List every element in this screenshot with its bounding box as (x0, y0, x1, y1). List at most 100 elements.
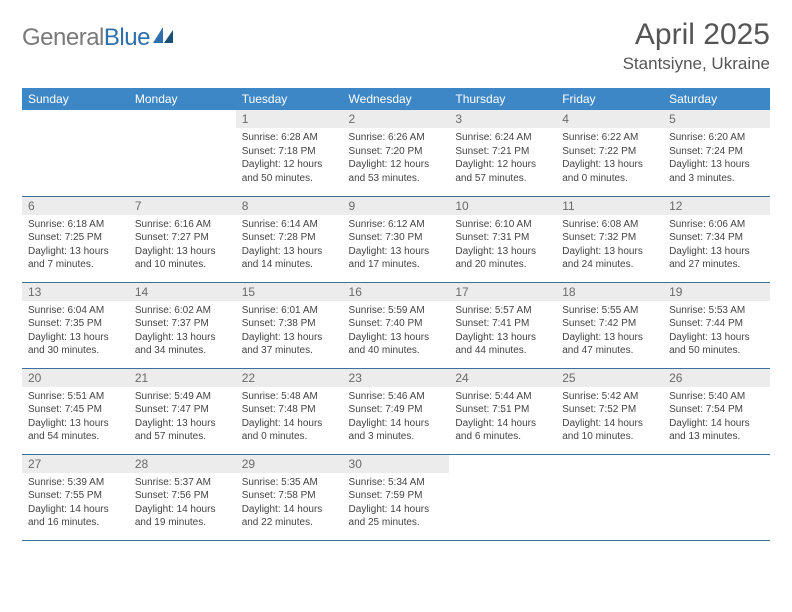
daylight-line: Daylight: 14 hours and 25 minutes. (349, 503, 444, 530)
daylight-line: Daylight: 13 hours and 27 minutes. (669, 245, 764, 272)
daylight-line: Daylight: 14 hours and 22 minutes. (242, 503, 337, 530)
sunrise-line: Sunrise: 6:10 AM (455, 218, 550, 232)
sunrise-line: Sunrise: 6:18 AM (28, 218, 123, 232)
day-details: Sunrise: 5:59 AMSunset: 7:40 PMDaylight:… (343, 301, 450, 362)
calendar-day-cell: 28Sunrise: 5:37 AMSunset: 7:56 PMDayligh… (129, 454, 236, 540)
sunset-line: Sunset: 7:49 PM (349, 403, 444, 417)
day-number: 16 (343, 283, 450, 301)
calendar-day-cell: 10Sunrise: 6:10 AMSunset: 7:31 PMDayligh… (449, 196, 556, 282)
day-details: Sunrise: 6:24 AMSunset: 7:21 PMDaylight:… (449, 128, 556, 189)
day-details: Sunrise: 6:18 AMSunset: 7:25 PMDaylight:… (22, 215, 129, 276)
logo: GeneralBlue (22, 24, 175, 52)
sunset-line: Sunset: 7:44 PM (669, 317, 764, 331)
day-details: Sunrise: 6:26 AMSunset: 7:20 PMDaylight:… (343, 128, 450, 189)
calendar-day-cell: 26Sunrise: 5:40 AMSunset: 7:54 PMDayligh… (663, 368, 770, 454)
day-details: Sunrise: 6:10 AMSunset: 7:31 PMDaylight:… (449, 215, 556, 276)
calendar-day-cell: 6Sunrise: 6:18 AMSunset: 7:25 PMDaylight… (22, 196, 129, 282)
weekday-header: Thursday (449, 88, 556, 110)
daylight-line: Daylight: 13 hours and 20 minutes. (455, 245, 550, 272)
calendar-day-cell (449, 454, 556, 540)
day-details: Sunrise: 5:39 AMSunset: 7:55 PMDaylight:… (22, 473, 129, 534)
day-number: 25 (556, 369, 663, 387)
sunrise-line: Sunrise: 5:51 AM (28, 390, 123, 404)
daylight-line: Daylight: 13 hours and 57 minutes. (135, 417, 230, 444)
calendar-header-row: SundayMondayTuesdayWednesdayThursdayFrid… (22, 88, 770, 110)
sunrise-line: Sunrise: 5:35 AM (242, 476, 337, 490)
day-number: 8 (236, 197, 343, 215)
day-details: Sunrise: 6:22 AMSunset: 7:22 PMDaylight:… (556, 128, 663, 189)
sunrise-line: Sunrise: 5:37 AM (135, 476, 230, 490)
calendar-day-cell: 24Sunrise: 5:44 AMSunset: 7:51 PMDayligh… (449, 368, 556, 454)
daylight-line: Daylight: 14 hours and 0 minutes. (242, 417, 337, 444)
sunrise-line: Sunrise: 6:01 AM (242, 304, 337, 318)
calendar-day-cell (556, 454, 663, 540)
day-details: Sunrise: 6:20 AMSunset: 7:24 PMDaylight:… (663, 128, 770, 189)
day-number: 22 (236, 369, 343, 387)
sunrise-line: Sunrise: 6:08 AM (562, 218, 657, 232)
day-number: 4 (556, 110, 663, 128)
daylight-line: Daylight: 13 hours and 3 minutes. (669, 158, 764, 185)
day-number: 12 (663, 197, 770, 215)
day-details: Sunrise: 6:28 AMSunset: 7:18 PMDaylight:… (236, 128, 343, 189)
calendar-day-cell: 19Sunrise: 5:53 AMSunset: 7:44 PMDayligh… (663, 282, 770, 368)
day-number: 2 (343, 110, 450, 128)
calendar-week-row: 1Sunrise: 6:28 AMSunset: 7:18 PMDaylight… (22, 110, 770, 196)
day-number: 28 (129, 455, 236, 473)
day-number: 5 (663, 110, 770, 128)
calendar-week-row: 13Sunrise: 6:04 AMSunset: 7:35 PMDayligh… (22, 282, 770, 368)
day-number: 10 (449, 197, 556, 215)
day-number: 11 (556, 197, 663, 215)
daylight-line: Daylight: 13 hours and 17 minutes. (349, 245, 444, 272)
sunset-line: Sunset: 7:25 PM (28, 231, 123, 245)
day-details: Sunrise: 6:14 AMSunset: 7:28 PMDaylight:… (236, 215, 343, 276)
sunset-line: Sunset: 7:21 PM (455, 145, 550, 159)
day-number: 24 (449, 369, 556, 387)
daylight-line: Daylight: 14 hours and 10 minutes. (562, 417, 657, 444)
logo-part2: Blue (104, 24, 150, 51)
day-details: Sunrise: 5:42 AMSunset: 7:52 PMDaylight:… (556, 387, 663, 448)
weekday-header: Saturday (663, 88, 770, 110)
sunrise-line: Sunrise: 6:02 AM (135, 304, 230, 318)
daylight-line: Daylight: 14 hours and 16 minutes. (28, 503, 123, 530)
daylight-line: Daylight: 13 hours and 7 minutes. (28, 245, 123, 272)
day-details: Sunrise: 5:37 AMSunset: 7:56 PMDaylight:… (129, 473, 236, 534)
day-details: Sunrise: 5:55 AMSunset: 7:42 PMDaylight:… (556, 301, 663, 362)
sunrise-line: Sunrise: 5:49 AM (135, 390, 230, 404)
day-details: Sunrise: 5:44 AMSunset: 7:51 PMDaylight:… (449, 387, 556, 448)
sunset-line: Sunset: 7:56 PM (135, 489, 230, 503)
day-details: Sunrise: 6:06 AMSunset: 7:34 PMDaylight:… (663, 215, 770, 276)
sunset-line: Sunset: 7:32 PM (562, 231, 657, 245)
calendar-day-cell: 20Sunrise: 5:51 AMSunset: 7:45 PMDayligh… (22, 368, 129, 454)
sunset-line: Sunset: 7:30 PM (349, 231, 444, 245)
sunrise-line: Sunrise: 6:16 AM (135, 218, 230, 232)
title-block: April 2025 Stantsiyne, Ukraine (623, 18, 770, 74)
day-number: 19 (663, 283, 770, 301)
day-number: 21 (129, 369, 236, 387)
logo-text: GeneralBlue (22, 24, 150, 52)
sunrise-line: Sunrise: 6:12 AM (349, 218, 444, 232)
calendar-day-cell: 5Sunrise: 6:20 AMSunset: 7:24 PMDaylight… (663, 110, 770, 196)
day-details: Sunrise: 5:48 AMSunset: 7:48 PMDaylight:… (236, 387, 343, 448)
sunset-line: Sunset: 7:51 PM (455, 403, 550, 417)
day-number: 23 (343, 369, 450, 387)
calendar-day-cell: 27Sunrise: 5:39 AMSunset: 7:55 PMDayligh… (22, 454, 129, 540)
daylight-line: Daylight: 13 hours and 44 minutes. (455, 331, 550, 358)
day-number: 30 (343, 455, 450, 473)
daylight-line: Daylight: 14 hours and 3 minutes. (349, 417, 444, 444)
sunset-line: Sunset: 7:27 PM (135, 231, 230, 245)
daylight-line: Daylight: 13 hours and 34 minutes. (135, 331, 230, 358)
calendar-day-cell: 30Sunrise: 5:34 AMSunset: 7:59 PMDayligh… (343, 454, 450, 540)
calendar-day-cell: 17Sunrise: 5:57 AMSunset: 7:41 PMDayligh… (449, 282, 556, 368)
daylight-line: Daylight: 14 hours and 6 minutes. (455, 417, 550, 444)
day-number: 26 (663, 369, 770, 387)
day-number: 6 (22, 197, 129, 215)
calendar-day-cell: 4Sunrise: 6:22 AMSunset: 7:22 PMDaylight… (556, 110, 663, 196)
weekday-header: Sunday (22, 88, 129, 110)
sunrise-line: Sunrise: 6:14 AM (242, 218, 337, 232)
sunset-line: Sunset: 7:59 PM (349, 489, 444, 503)
sunset-line: Sunset: 7:35 PM (28, 317, 123, 331)
day-details: Sunrise: 6:01 AMSunset: 7:38 PMDaylight:… (236, 301, 343, 362)
calendar-day-cell: 9Sunrise: 6:12 AMSunset: 7:30 PMDaylight… (343, 196, 450, 282)
day-number: 29 (236, 455, 343, 473)
calendar-day-cell: 15Sunrise: 6:01 AMSunset: 7:38 PMDayligh… (236, 282, 343, 368)
